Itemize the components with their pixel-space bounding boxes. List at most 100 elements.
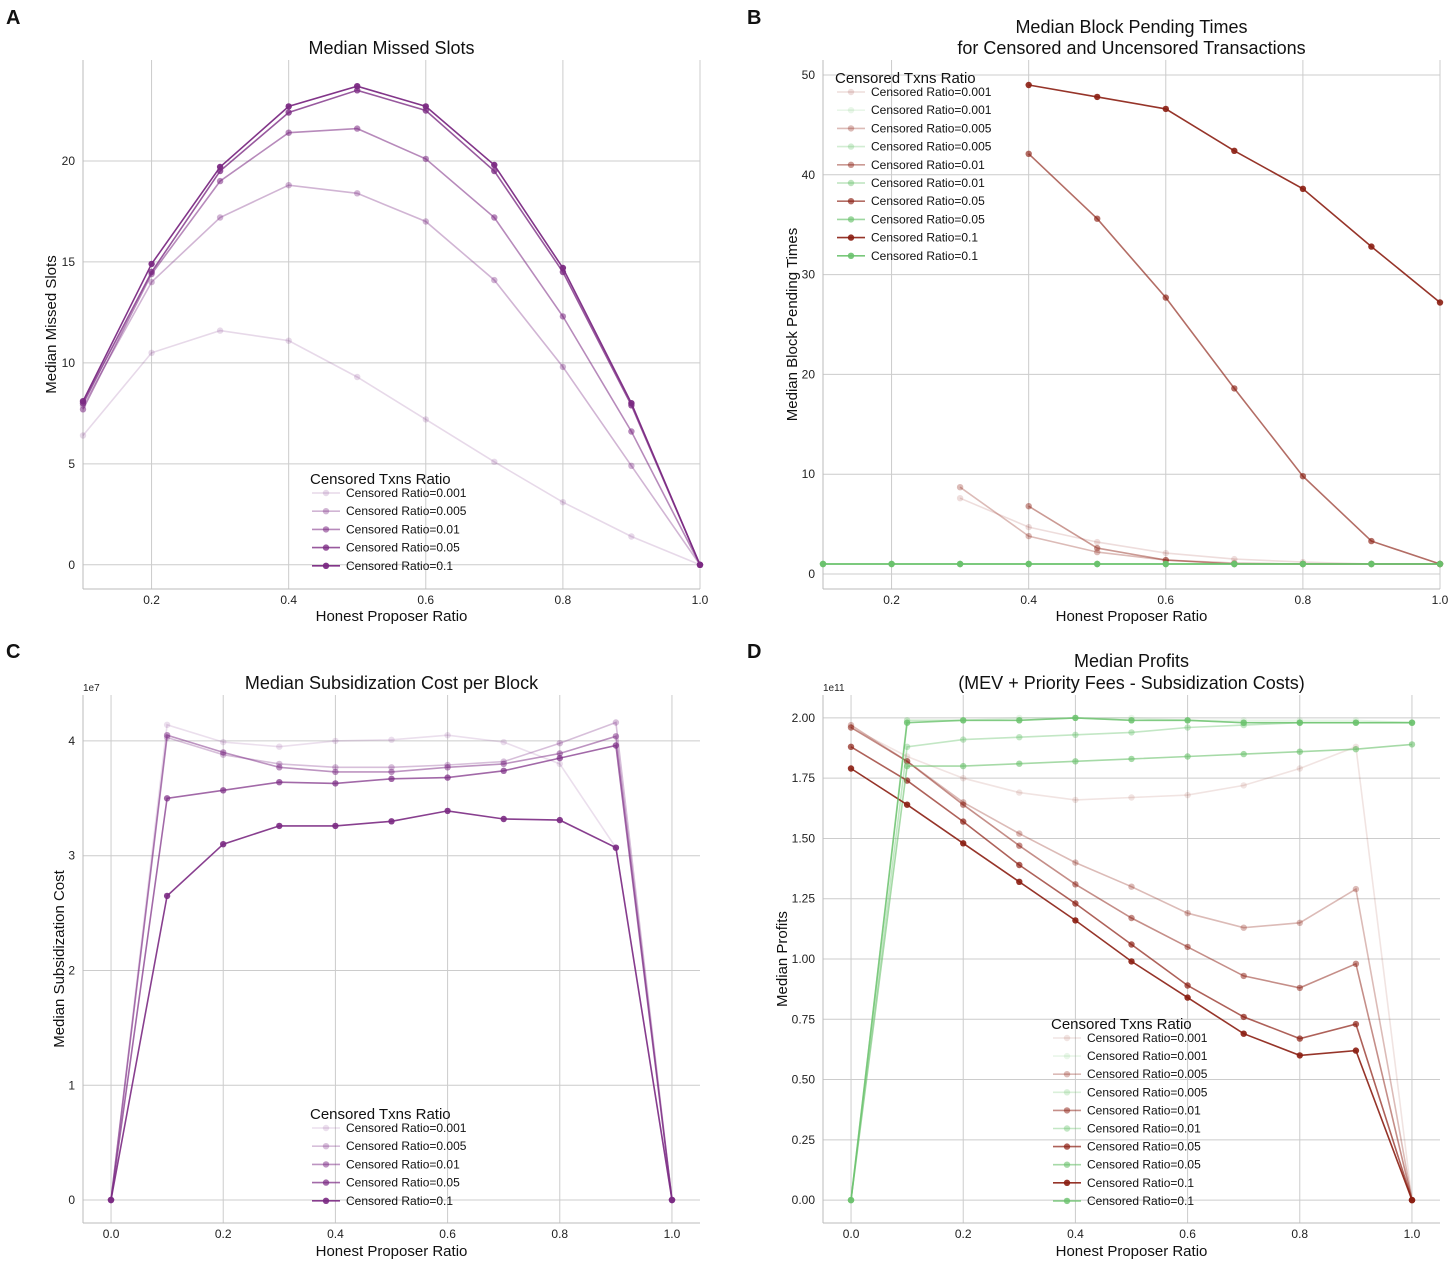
data-point	[1016, 842, 1023, 849]
data-point	[388, 764, 395, 771]
y-tick-label: 0	[68, 1193, 75, 1207]
data-point	[1128, 958, 1135, 965]
data-point	[960, 840, 967, 847]
chart-title: for Censored and Uncensored Transactions	[957, 38, 1305, 58]
data-point	[220, 749, 227, 756]
legend-title: Censored Txns Ratio	[1051, 1016, 1192, 1033]
y-tick-label: 0	[808, 567, 815, 581]
data-point	[1016, 878, 1023, 885]
data-point	[1296, 765, 1304, 772]
data-point	[220, 787, 227, 794]
data-point	[354, 373, 361, 381]
x-tick-label: 0.4	[327, 1227, 344, 1241]
chart-title: Median Missed Slots	[308, 38, 474, 58]
data-point	[354, 125, 361, 132]
y-tick-label: 1.00	[792, 952, 816, 966]
data-point	[960, 736, 967, 743]
data-point	[1016, 861, 1023, 869]
data-point	[1072, 881, 1079, 888]
data-point	[847, 724, 855, 731]
data-point	[1025, 560, 1032, 568]
y-tick-label: 0	[68, 558, 75, 572]
data-point	[216, 163, 224, 171]
legend-swatch-marker	[1063, 1034, 1071, 1042]
legend-swatch-marker	[1063, 1071, 1071, 1078]
data-point	[1352, 960, 1360, 967]
data-point	[1184, 982, 1191, 989]
data-point	[628, 400, 635, 407]
data-point	[1072, 731, 1079, 738]
legend-entry-label: Censored Ratio=0.005	[871, 121, 992, 135]
data-point	[444, 732, 451, 739]
legend-swatch-marker	[322, 1197, 330, 1205]
data-point	[285, 182, 292, 189]
data-point	[276, 779, 283, 786]
data-point	[444, 774, 451, 781]
legend-title: Censored Txns Ratio	[310, 1106, 451, 1123]
chart-title: Median Profits	[1074, 651, 1189, 671]
x-tick-label: 0.8	[1295, 593, 1312, 607]
data-point	[1408, 719, 1416, 726]
data-point	[354, 190, 361, 197]
series-line	[850, 724, 1413, 1201]
y-tick-label: 2	[68, 963, 75, 977]
data-point	[1025, 532, 1032, 540]
data-point	[1240, 1013, 1247, 1021]
data-point	[559, 313, 567, 320]
data-point	[628, 462, 635, 469]
data-point	[1072, 900, 1079, 907]
y-axis-label: Median Subsidization Cost	[51, 869, 68, 1047]
x-axis-label: Honest Proposer Ratio	[1056, 1243, 1208, 1260]
legend-entry-label: Censored Ratio=0.005	[1087, 1085, 1208, 1099]
legend-swatch-marker	[1063, 1089, 1071, 1096]
legend-entry-label: Censored Ratio=0.01	[1087, 1103, 1201, 1117]
data-point	[1299, 185, 1307, 192]
data-point	[888, 560, 895, 568]
legend-swatch-marker	[847, 143, 855, 150]
data-point	[1128, 914, 1135, 922]
data-point	[1184, 994, 1191, 1001]
data-point	[1231, 555, 1238, 563]
data-point	[491, 458, 498, 465]
data-point	[332, 768, 339, 776]
data-point	[332, 764, 339, 771]
x-tick-label: 0.2	[215, 1227, 232, 1241]
data-point	[1296, 1052, 1304, 1059]
series-line	[110, 723, 673, 1201]
data-point	[1072, 859, 1079, 866]
data-point	[960, 775, 967, 782]
x-tick-label: 0.6	[439, 1227, 456, 1241]
data-point	[388, 768, 395, 776]
data-point	[903, 801, 911, 808]
panel-a: A Median Missed Slots 0.2 0.4 0.6 0.8 1.0 0 5 10 1…	[6, 7, 709, 625]
data-point	[1296, 748, 1304, 755]
legend-entry-label: Censored Ratio=0.1	[1087, 1194, 1194, 1208]
data-point	[216, 177, 224, 185]
data-point	[1436, 299, 1444, 306]
data-point	[500, 760, 507, 768]
data-point	[354, 83, 361, 90]
data-point	[1184, 724, 1191, 731]
data-point	[1184, 717, 1191, 724]
data-point	[903, 762, 911, 770]
legend-swatch-marker	[322, 508, 330, 515]
legend-swatch-marker	[1063, 1125, 1071, 1132]
legend-swatch-marker	[322, 1124, 330, 1132]
legend-entry-label: Censored Ratio=0.001	[871, 103, 992, 117]
legend-title: Censored Txns Ratio	[835, 70, 976, 87]
series-line	[82, 85, 701, 566]
y-axis-label: Median Block Pending Times	[784, 228, 801, 421]
data-point	[1128, 729, 1135, 736]
data-point	[1231, 560, 1238, 568]
series-line	[1028, 153, 1441, 565]
y-tick-label: 30	[802, 268, 816, 282]
legend-entry-label: Censored Ratio=0.05	[871, 212, 985, 226]
data-point	[216, 327, 224, 334]
data-point	[148, 349, 155, 356]
panel-letter: C	[6, 641, 20, 663]
x-tick-label: 0.8	[1291, 1227, 1308, 1241]
legend-swatch-marker	[1063, 1197, 1071, 1205]
data-point	[1072, 917, 1079, 924]
